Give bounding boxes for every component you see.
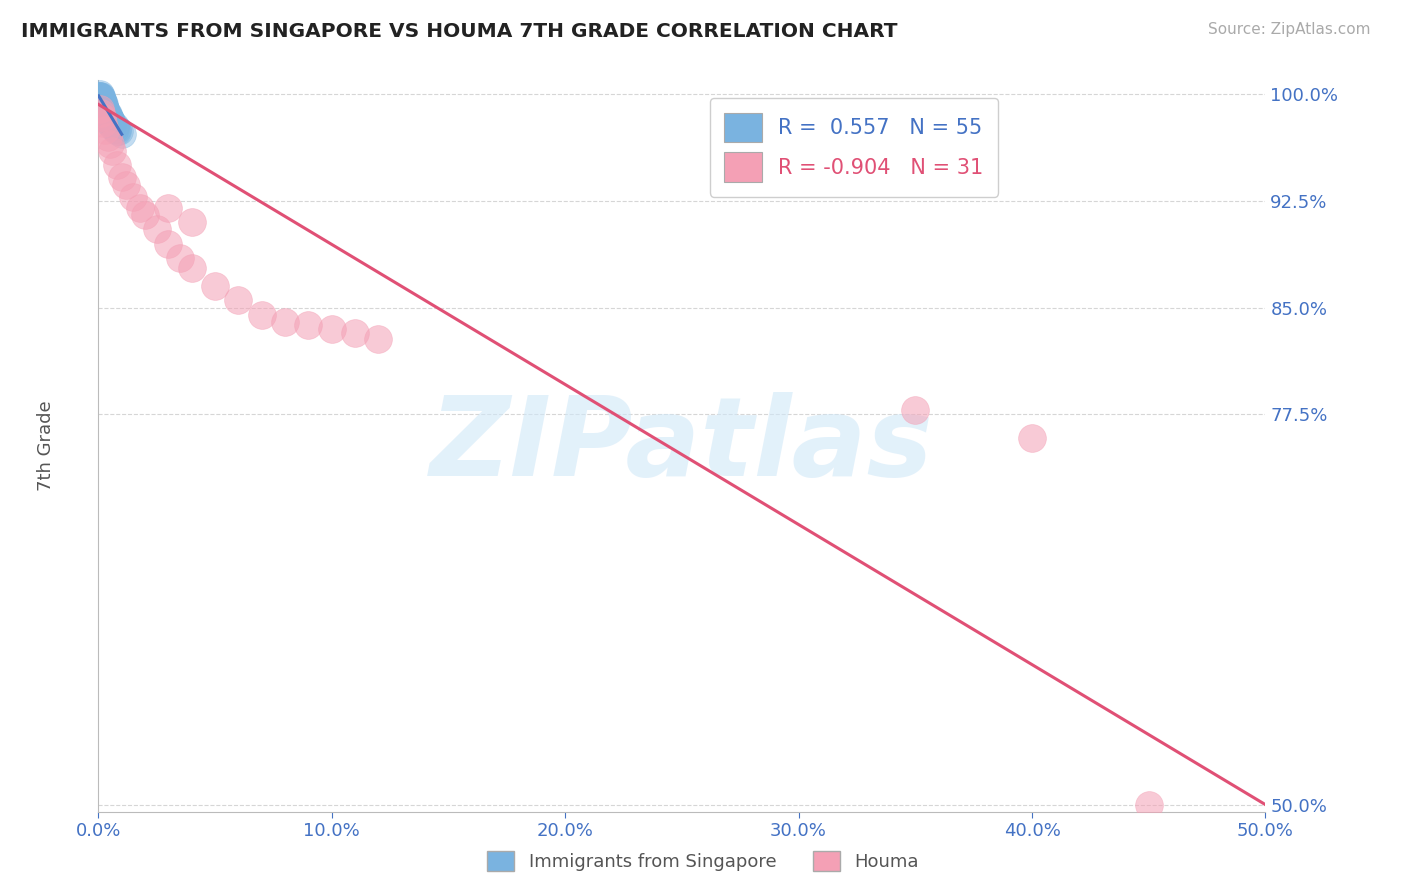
- Point: [91, 97, 114, 112]
- Point: [91, 93, 114, 107]
- Point: [89, 92, 111, 106]
- Point: [94, 106, 117, 120]
- Legend: R =  0.557   N = 55, R = -0.904   N = 31: R = 0.557 N = 55, R = -0.904 N = 31: [710, 98, 998, 196]
- Point: [90, 95, 112, 109]
- Text: IMMIGRANTS FROM SINGAPORE VS HOUMA 7TH GRADE CORRELATION CHART: IMMIGRANTS FROM SINGAPORE VS HOUMA 7TH G…: [21, 22, 897, 41]
- Point: [97, 109, 120, 123]
- Point: [89, 93, 111, 107]
- Point: [105, 121, 128, 136]
- Point: [89, 87, 111, 102]
- Point: [90, 106, 112, 120]
- Text: ZIPatlas: ZIPatlas: [430, 392, 934, 500]
- Text: Source: ZipAtlas.com: Source: ZipAtlas.com: [1208, 22, 1371, 37]
- Point: [94, 123, 117, 137]
- Point: [104, 119, 127, 133]
- Point: [101, 116, 124, 130]
- Point: [96, 106, 118, 120]
- Point: [91, 95, 114, 110]
- Point: [129, 201, 152, 215]
- Point: [134, 208, 156, 222]
- Point: [91, 97, 114, 112]
- Point: [93, 102, 115, 116]
- Point: [98, 112, 121, 126]
- Point: [344, 326, 367, 340]
- Point: [367, 332, 389, 346]
- Point: [93, 102, 115, 116]
- Point: [90, 110, 112, 124]
- Point: [321, 322, 343, 336]
- Point: [91, 100, 114, 114]
- Point: [157, 236, 180, 251]
- Point: [101, 145, 124, 159]
- Point: [297, 318, 319, 332]
- Point: [100, 114, 122, 128]
- Point: [94, 102, 117, 116]
- Point: [157, 201, 180, 215]
- Point: [98, 137, 121, 152]
- Point: [96, 109, 118, 123]
- Point: [93, 99, 115, 113]
- Point: [87, 90, 110, 104]
- Point: [90, 89, 112, 103]
- Point: [122, 190, 145, 204]
- Point: [1137, 797, 1160, 812]
- Point: [250, 308, 273, 322]
- Point: [90, 92, 112, 106]
- Point: [89, 89, 111, 103]
- Point: [89, 93, 111, 107]
- Point: [87, 89, 110, 103]
- Point: [105, 159, 128, 173]
- Point: [111, 128, 134, 142]
- Point: [204, 279, 226, 293]
- Text: 7th Grade: 7th Grade: [37, 401, 55, 491]
- Point: [97, 130, 120, 145]
- Point: [91, 95, 114, 109]
- Point: [180, 260, 202, 275]
- Point: [90, 92, 112, 106]
- Point: [93, 97, 115, 112]
- Point: [90, 93, 112, 107]
- Point: [180, 215, 202, 229]
- Point: [94, 104, 117, 119]
- Point: [98, 113, 121, 128]
- Point: [1021, 431, 1043, 445]
- Point: [97, 110, 120, 124]
- Point: [104, 121, 127, 136]
- Point: [96, 110, 118, 124]
- Point: [904, 402, 927, 417]
- Point: [105, 124, 128, 138]
- Point: [90, 90, 112, 104]
- Point: [89, 89, 111, 103]
- Point: [89, 102, 111, 116]
- Point: [228, 293, 250, 308]
- Point: [146, 222, 169, 236]
- Point: [89, 90, 111, 104]
- Point: [91, 95, 114, 110]
- Point: [93, 100, 115, 114]
- Point: [101, 119, 124, 133]
- Point: [90, 95, 112, 110]
- Legend: Immigrants from Singapore, Houma: Immigrants from Singapore, Houma: [479, 844, 927, 879]
- Point: [91, 116, 114, 130]
- Point: [87, 90, 110, 104]
- Point: [87, 92, 110, 106]
- Point: [97, 107, 120, 121]
- Point: [111, 169, 134, 184]
- Point: [97, 113, 120, 128]
- Point: [90, 95, 112, 109]
- Point: [115, 178, 138, 193]
- Point: [93, 104, 115, 119]
- Point: [98, 116, 121, 130]
- Point: [274, 315, 297, 329]
- Point: [108, 124, 131, 138]
- Point: [169, 251, 191, 265]
- Point: [94, 103, 117, 117]
